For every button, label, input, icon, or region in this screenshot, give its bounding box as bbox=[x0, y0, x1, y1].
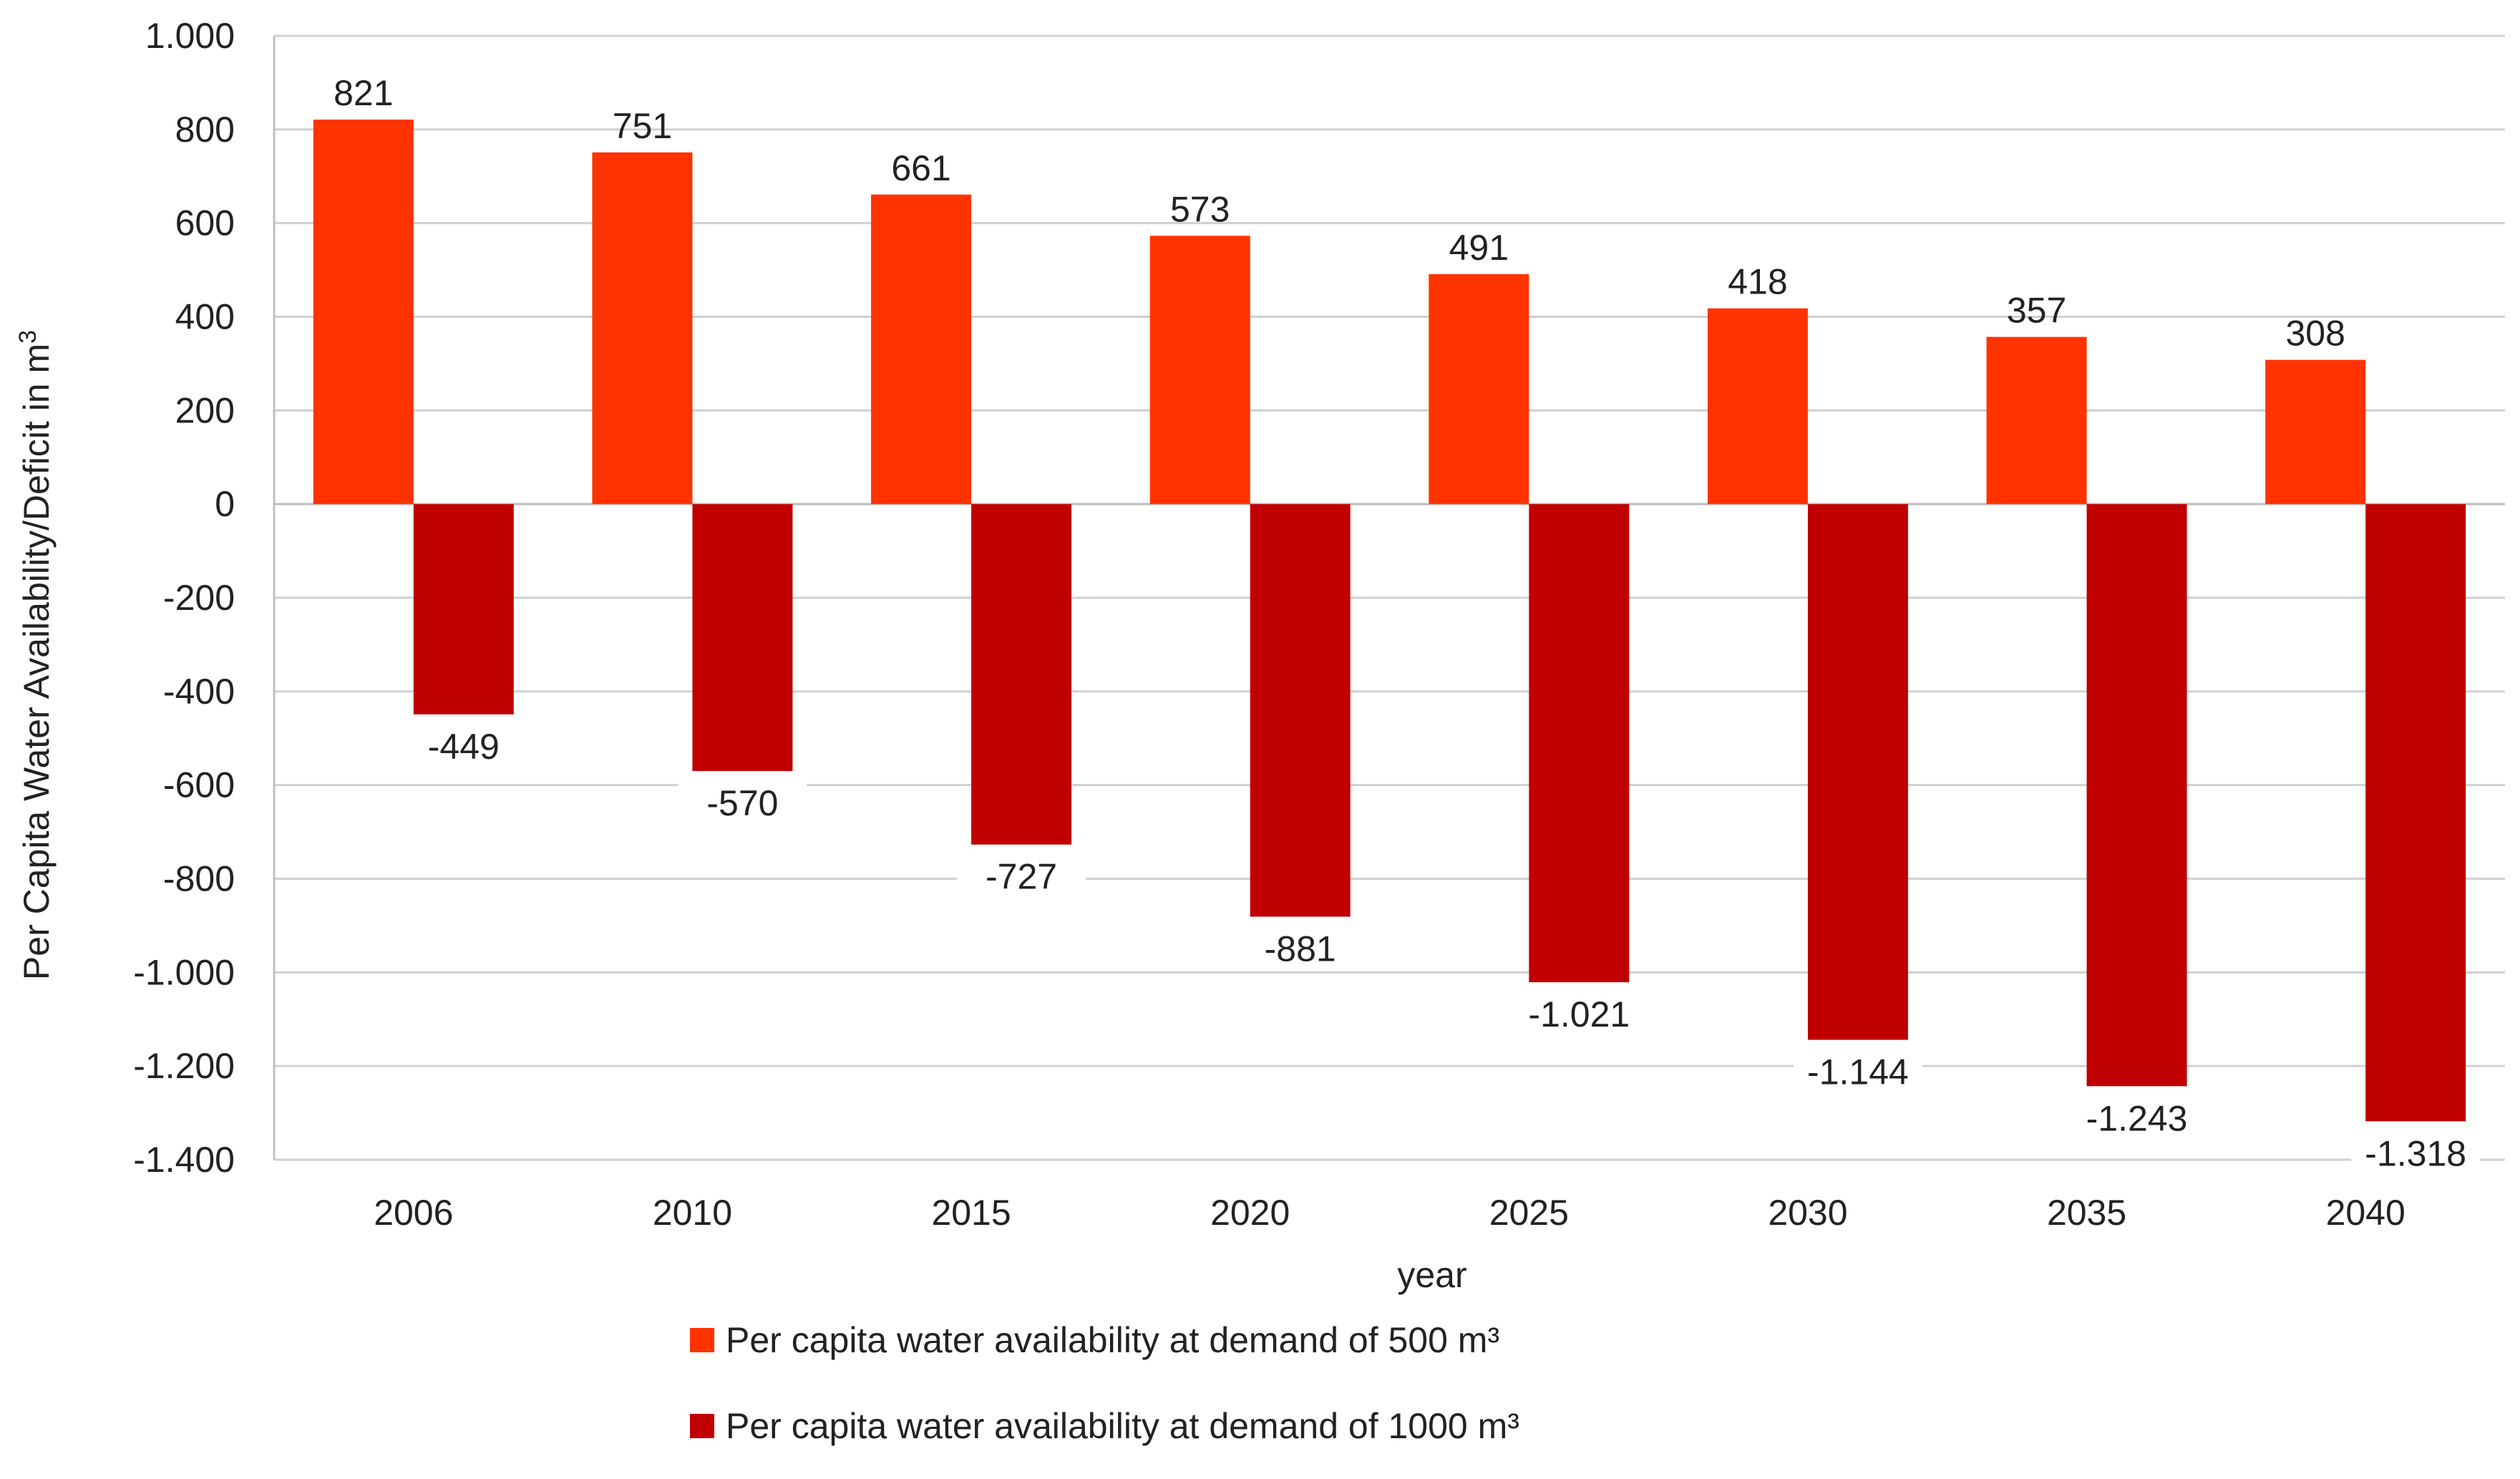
data-label-series-2: -1.243 bbox=[2086, 1098, 2188, 1138]
legend-item-series-1: Per capita water availability at demand … bbox=[690, 1320, 1499, 1360]
bar-series-2 bbox=[1250, 504, 1351, 917]
data-label-background bbox=[957, 855, 1086, 899]
legend-label-series-2: Per capita water availability at demand … bbox=[726, 1406, 1519, 1446]
y-tick-label: -1.200 bbox=[133, 1046, 235, 1086]
data-label-series-1: 491 bbox=[1449, 228, 1509, 268]
bar-series-2 bbox=[1529, 504, 1630, 983]
bar-series-1 bbox=[1429, 273, 1529, 505]
data-label-series-1: 308 bbox=[2285, 314, 2345, 354]
data-label-series-2: -1.318 bbox=[2365, 1133, 2466, 1173]
y-tick-label: 600 bbox=[175, 203, 235, 243]
data-label-series-2: -570 bbox=[706, 783, 778, 823]
bar-series-1 bbox=[1986, 336, 2087, 505]
y-axis-title-superscript: 3 bbox=[14, 330, 42, 344]
x-tick-label: 2035 bbox=[2047, 1193, 2126, 1233]
x-tick-label: 2040 bbox=[2326, 1193, 2405, 1233]
y-tick-label: 400 bbox=[175, 297, 235, 337]
bars bbox=[313, 120, 2466, 1122]
bar-series-2 bbox=[2365, 504, 2466, 1122]
data-label-series-1: 661 bbox=[891, 148, 950, 188]
y-tick-label: -200 bbox=[163, 578, 235, 618]
data-label-series-1: 751 bbox=[613, 106, 672, 146]
data-label-series-2: -881 bbox=[1265, 928, 1336, 969]
data-label-background bbox=[2072, 1097, 2202, 1141]
y-tick-label: 800 bbox=[175, 110, 235, 150]
data-label-background bbox=[399, 725, 528, 769]
legend: Per capita water availability at demand … bbox=[690, 1320, 1519, 1446]
data-label-background bbox=[1793, 1051, 1922, 1095]
data-label-series-1: 573 bbox=[1170, 189, 1230, 229]
data-label-series-2: -727 bbox=[986, 857, 1057, 897]
x-tick-label: 2006 bbox=[374, 1193, 453, 1233]
data-label-series-2: -1.144 bbox=[1807, 1052, 1909, 1092]
x-tick-label: 2010 bbox=[653, 1193, 732, 1233]
y-tick-label: -600 bbox=[163, 765, 235, 805]
bar-series-2 bbox=[1807, 504, 1908, 1040]
bar-series-2 bbox=[413, 504, 514, 714]
y-tick-label: 0 bbox=[215, 484, 235, 524]
y-tick-label: -400 bbox=[163, 671, 235, 712]
data-label-series-1: 357 bbox=[2007, 291, 2066, 331]
bar-series-1 bbox=[313, 120, 414, 505]
bar-series-1 bbox=[2265, 359, 2366, 505]
bar-series-2 bbox=[692, 504, 793, 772]
data-label-background bbox=[1514, 994, 1644, 1037]
y-tick-label: -1.400 bbox=[133, 1140, 235, 1180]
bar-series-1 bbox=[871, 194, 972, 505]
data-label-background bbox=[678, 782, 807, 826]
x-tick-label: 2015 bbox=[931, 1193, 1011, 1233]
x-tick-label: 2025 bbox=[1489, 1193, 1569, 1233]
legend-swatch-series-1 bbox=[690, 1328, 714, 1352]
data-label-series-2: -449 bbox=[428, 727, 500, 767]
legend-label-series-1: Per capita water availability at demand … bbox=[726, 1320, 1499, 1360]
data-labels: 821 751 661 573 491 418 357 308 -449 -570 -727 -881… bbox=[334, 73, 2481, 1176]
bar-series-2 bbox=[2086, 504, 2187, 1087]
y-axis-title-text: Per Capita Water Availability/Deficit in… bbox=[16, 344, 57, 980]
y-tick-label: 1.000 bbox=[145, 16, 235, 56]
data-label-series-1: 821 bbox=[334, 73, 393, 113]
data-label-series-1: 418 bbox=[1728, 262, 1787, 302]
x-tick-label: 2030 bbox=[1768, 1193, 1847, 1233]
bar-series-1 bbox=[592, 152, 693, 505]
x-axis-title: year bbox=[1397, 1255, 1466, 1295]
bar-series-2 bbox=[971, 504, 1072, 845]
bar-series-1 bbox=[1707, 308, 1808, 505]
bar-series-1 bbox=[1149, 236, 1250, 505]
data-label-background bbox=[2351, 1133, 2481, 1176]
y-axis-title: Per Capita Water Availability/Deficit in… bbox=[14, 330, 57, 980]
y-tick-label: -800 bbox=[163, 859, 235, 899]
x-tick-label: 2020 bbox=[1210, 1193, 1290, 1233]
y-tick-label: 200 bbox=[175, 390, 235, 430]
data-label-series-2: -1.021 bbox=[1528, 994, 1630, 1034]
axes: 1.000 800 600 400 200 0 -200 -400 -600 -800 -1.000… bbox=[133, 16, 2505, 1233]
y-tick-label: -1.000 bbox=[133, 952, 235, 992]
legend-item-series-2: Per capita water availability at demand … bbox=[690, 1406, 1519, 1446]
legend-swatch-series-2 bbox=[690, 1414, 714, 1438]
data-label-background bbox=[1235, 928, 1365, 971]
